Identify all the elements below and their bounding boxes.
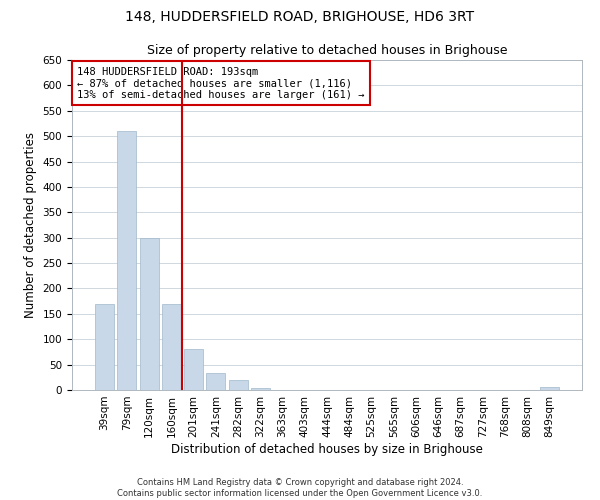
Title: Size of property relative to detached houses in Brighouse: Size of property relative to detached ho… <box>147 44 507 58</box>
Bar <box>140 238 158 390</box>
Text: Contains HM Land Registry data © Crown copyright and database right 2024.
Contai: Contains HM Land Registry data © Crown c… <box>118 478 482 498</box>
Bar <box>251 388 270 390</box>
Bar <box>206 373 225 390</box>
Text: 148 HUDDERSFIELD ROAD: 193sqm
← 87% of detached houses are smaller (1,116)
13% o: 148 HUDDERSFIELD ROAD: 193sqm ← 87% of d… <box>77 66 365 100</box>
Bar <box>118 131 136 390</box>
Bar <box>540 388 559 390</box>
X-axis label: Distribution of detached houses by size in Brighouse: Distribution of detached houses by size … <box>171 442 483 456</box>
Bar <box>229 380 248 390</box>
Bar <box>184 350 203 390</box>
Y-axis label: Number of detached properties: Number of detached properties <box>24 132 37 318</box>
Bar <box>95 304 114 390</box>
Bar <box>162 304 181 390</box>
Text: 148, HUDDERSFIELD ROAD, BRIGHOUSE, HD6 3RT: 148, HUDDERSFIELD ROAD, BRIGHOUSE, HD6 3… <box>125 10 475 24</box>
